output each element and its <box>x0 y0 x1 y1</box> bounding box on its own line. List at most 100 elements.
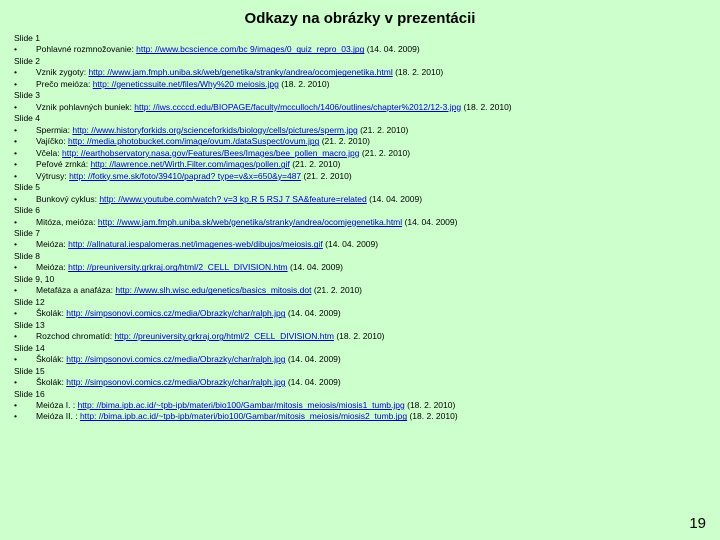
reference-link[interactable]: http: //simpsonovi.comics.cz/media/Obraz… <box>66 377 285 387</box>
slide-heading: Slide 14 <box>14 343 706 354</box>
reference-item: •Rozchod chromatíd: http: //preuniversit… <box>14 331 706 342</box>
reference-label: Školák: <box>36 377 66 387</box>
slide-heading: Slide 13 <box>14 320 706 331</box>
slide-heading: Slide 12 <box>14 297 706 308</box>
slide-heading: Slide 15 <box>14 366 706 377</box>
bullet-point: • <box>14 262 36 273</box>
bullet-point: • <box>14 411 36 422</box>
bullet-point: • <box>14 79 36 90</box>
reference-label: Vznik pohlavných buniek: <box>36 102 134 112</box>
bullet-point: • <box>14 159 36 170</box>
bullet-point: • <box>14 44 36 55</box>
reference-date: (14. 04. 2009) <box>285 377 340 387</box>
reference-label: Spermia: <box>36 125 72 135</box>
slide-heading: Slide 1 <box>14 33 706 44</box>
slide-heading: Slide 3 <box>14 90 706 101</box>
reference-link[interactable]: http: //iws.ccccd.edu/BIOPAGE/faculty/mc… <box>134 102 461 112</box>
reference-link[interactable]: http: //simpsonovi.comics.cz/media/Obraz… <box>66 308 285 318</box>
reference-label: Vznik zygoty: <box>36 67 88 77</box>
reference-item: •Vajíčko: http: //media.photobucket.com/… <box>14 136 706 147</box>
page-number: 19 <box>689 515 706 532</box>
slide-heading: Slide 8 <box>14 251 706 262</box>
reference-link[interactable]: http: //www.slh.wisc.edu/genetics/basics… <box>115 285 311 295</box>
reference-item: •Školák: http: //simpsonovi.comics.cz/me… <box>14 308 706 319</box>
reference-date: (14. 04. 2009) <box>367 194 422 204</box>
reference-item: •Meióza II. : http: //bima.ipb.ac.id/~tp… <box>14 411 706 422</box>
reference-label: Meióza: <box>36 239 68 249</box>
bullet-point: • <box>14 308 36 319</box>
reference-date: (18. 2. 2010) <box>407 411 458 421</box>
reference-date: (14. 04. 2009) <box>323 239 378 249</box>
slide-heading: Slide 2 <box>14 56 706 67</box>
reference-link[interactable]: http: //www.youtube.com/watch? v=3 kp.R … <box>99 194 366 204</box>
bullet-point: • <box>14 125 36 136</box>
reference-link[interactable]: http: //www.historyforkids.org/sciencefo… <box>72 125 357 135</box>
reference-link[interactable]: http: //simpsonovi.comics.cz/media/Obraz… <box>66 354 285 364</box>
reference-link[interactable]: http: //bima.ipb.ac.id/~tpb-ipb/materi/b… <box>78 400 405 410</box>
reference-date: (14. 04. 2009) <box>285 354 340 364</box>
reference-date: (14. 04. 2009) <box>364 44 419 54</box>
reference-link[interactable]: http: //allnatural.iespalomeras.net/imag… <box>68 239 323 249</box>
reference-item: •Včela: http: //earthobservatory.nasa.go… <box>14 148 706 159</box>
slide-heading: Slide 6 <box>14 205 706 216</box>
reference-link[interactable]: http: //lawrence.net/Wirth.Filter.com/im… <box>90 159 289 169</box>
reference-item: •Meióza I. : http: //bima.ipb.ac.id/~tpb… <box>14 400 706 411</box>
reference-date: (21. 2. 2010) <box>311 285 362 295</box>
reference-date: (21. 2. 2010) <box>360 148 411 158</box>
reference-label: Školák: <box>36 308 66 318</box>
reference-date: (21. 2. 2010) <box>319 136 370 146</box>
reference-label: Peľové zrnká: <box>36 159 90 169</box>
slide-heading: Slide 7 <box>14 228 706 239</box>
reference-label: Výtrusy: <box>36 171 69 181</box>
reference-link[interactable]: http: //fotky.sme.sk/foto/39410/paprad? … <box>69 171 301 181</box>
reference-link[interactable]: http: //www.bcscience.com/bc 9/images/0_… <box>136 44 364 54</box>
bullet-point: • <box>14 239 36 250</box>
reference-link[interactable]: http: //bima.ipb.ac.id/~tpb-ipb/materi/b… <box>80 411 407 421</box>
reference-link[interactable]: http: //earthobservatory.nasa.gov/Featur… <box>62 148 360 158</box>
reference-label: Mitóza, meióza: <box>36 217 98 227</box>
bullet-point: • <box>14 148 36 159</box>
reference-link[interactable]: http: //preuniversity.grkraj.org/html/2_… <box>114 331 334 341</box>
bullet-point: • <box>14 171 36 182</box>
reference-item: •Meióza: http: //preuniversity.grkraj.or… <box>14 262 706 273</box>
reference-label: Meióza: <box>36 262 68 272</box>
reference-item: •Výtrusy: http: //fotky.sme.sk/foto/3941… <box>14 171 706 182</box>
reference-label: Včela: <box>36 148 62 158</box>
reference-date: (18. 2. 2010) <box>279 79 330 89</box>
bullet-point: • <box>14 217 36 228</box>
reference-item: •Peľové zrnká: http: //lawrence.net/Wirt… <box>14 159 706 170</box>
slide-page: Odkazy na obrázky v prezentácii Slide 1•… <box>0 0 720 540</box>
reference-item: •Vznik pohlavných buniek: http: //iws.cc… <box>14 102 706 113</box>
reference-link[interactable]: http: //www.jam.fmph.uniba.sk/web/geneti… <box>88 67 392 77</box>
reference-date: (14. 04. 2009) <box>402 217 457 227</box>
reference-date: (21. 2. 2010) <box>290 159 341 169</box>
reference-date: (18. 2. 2010) <box>461 102 512 112</box>
reference-date: (14. 04. 2009) <box>288 262 343 272</box>
bullet-point: • <box>14 400 36 411</box>
reference-link[interactable]: http: //geneticssuite.net/files/Why%20 m… <box>93 79 279 89</box>
bullet-point: • <box>14 136 36 147</box>
reference-item: •Vznik zygoty: http: //www.jam.fmph.unib… <box>14 67 706 78</box>
bullet-point: • <box>14 67 36 78</box>
bullet-point: • <box>14 194 36 205</box>
reference-item: •Bunkový cyklus: http: //www.youtube.com… <box>14 194 706 205</box>
reference-label: Meióza II. : <box>36 411 80 421</box>
reference-item: •Školák: http: //simpsonovi.comics.cz/me… <box>14 354 706 365</box>
bullet-point: • <box>14 102 36 113</box>
slide-heading: Slide 16 <box>14 389 706 400</box>
references-list: Slide 1•Pohlavné rozmnožovanie: http: //… <box>14 33 706 423</box>
reference-item: •Pohlavné rozmnožovanie: http: //www.bcs… <box>14 44 706 55</box>
reference-link[interactable]: http: //media.photobucket.com/image/ovum… <box>68 136 319 146</box>
reference-item: •Školák: http: //simpsonovi.comics.cz/me… <box>14 377 706 388</box>
reference-item: •Spermia: http: //www.historyforkids.org… <box>14 125 706 136</box>
reference-item: •Prečo meióza: http: //geneticssuite.net… <box>14 79 706 90</box>
reference-label: Metafáza a anafáza: <box>36 285 115 295</box>
reference-date: (21. 2. 2010) <box>358 125 409 135</box>
reference-link[interactable]: http: //www.jam.fmph.uniba.sk/web/geneti… <box>98 217 402 227</box>
slide-heading: Slide 9, 10 <box>14 274 706 285</box>
reference-date: (21. 2. 2010) <box>301 171 352 181</box>
reference-link[interactable]: http: //preuniversity.grkraj.org/html/2_… <box>68 262 288 272</box>
reference-label: Bunkový cyklus: <box>36 194 99 204</box>
reference-date: (18. 2. 2010) <box>334 331 385 341</box>
reference-item: •Mitóza, meióza: http: //www.jam.fmph.un… <box>14 217 706 228</box>
